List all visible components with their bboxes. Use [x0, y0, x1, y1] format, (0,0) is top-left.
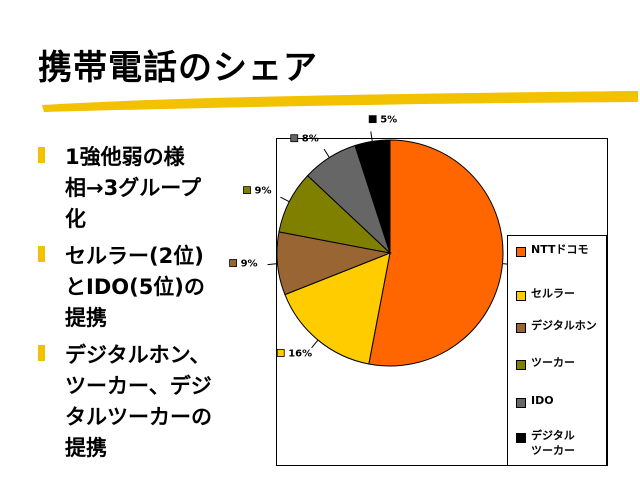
- bullet-item: デジタルホン、 ツーカー、デジ タルツーカーの 提携: [38, 340, 253, 464]
- slice-label-text: 9%: [254, 186, 271, 197]
- slice-label-text: 9%: [241, 259, 258, 270]
- slice-label-swatch: [229, 259, 237, 267]
- leader-line: [323, 148, 330, 158]
- leader-line: [311, 339, 319, 349]
- bullet-text: デジタルホン、 ツーカー、デジ タルツーカーの 提携: [65, 343, 212, 460]
- chart-legend: NTTドコモ セルラーデジタルホン ツーカー IDO デジタル ツーカー: [507, 235, 607, 466]
- legend-swatch: [516, 323, 526, 333]
- leader-line: [370, 131, 373, 142]
- slice-label-text: 16%: [288, 348, 312, 359]
- legend-label: ツーカー: [531, 356, 575, 369]
- leader-line: [280, 196, 290, 203]
- slice-label: 5%: [368, 115, 397, 126]
- slice-label-swatch: [243, 186, 251, 195]
- slice-label-swatch: [276, 349, 285, 357]
- bullet-text: セルラー(2位) とIDO(5位)の 提携: [65, 244, 205, 330]
- slice-label-swatch: [290, 134, 299, 143]
- slice-label: 16%: [276, 348, 312, 359]
- legend-swatch: [516, 360, 526, 370]
- legend-label: デジタル ツーカー: [531, 429, 575, 457]
- slice-label: 9%: [229, 259, 258, 270]
- bullet-item: 1強他弱の様 相→3グループ 化: [38, 142, 253, 235]
- pie-slice: [284, 252, 391, 365]
- slice-label-text: 8%: [302, 134, 319, 145]
- bullet-text: 1強他弱の様 相→3グループ 化: [65, 145, 201, 231]
- legend-label: IDO: [531, 394, 554, 407]
- legend-swatch: [516, 291, 526, 301]
- bullet-item: セルラー(2位) とIDO(5位)の 提携: [38, 241, 253, 334]
- legend-swatch: [516, 433, 526, 443]
- leader-line: [267, 263, 278, 266]
- bullet-marker: [38, 246, 45, 262]
- slice-label-text: 5%: [380, 115, 397, 126]
- legend-swatch: [516, 398, 526, 408]
- legend-swatch: [516, 247, 526, 257]
- legend-label: セルラー: [531, 287, 575, 300]
- title-underline-brush: [42, 91, 638, 112]
- pie-slice: [354, 139, 391, 254]
- bullet-list: 1強他弱の様 相→3グループ 化 セルラー(2位) とIDO(5位)の 提携 デ…: [38, 142, 253, 470]
- legend-label: NTTドコモ: [531, 243, 589, 256]
- slice-label-swatch: [368, 115, 377, 124]
- bullet-marker: [38, 345, 45, 361]
- slice-label: 9%: [243, 186, 271, 197]
- chart-plot-frame: [276, 138, 608, 466]
- slide-title: 携帯電話のシェア: [38, 48, 318, 88]
- pie-slice: [368, 139, 504, 367]
- bullet-marker: [38, 147, 45, 163]
- slice-label: 8%: [290, 134, 319, 145]
- legend-label: デジタルホン: [531, 319, 597, 332]
